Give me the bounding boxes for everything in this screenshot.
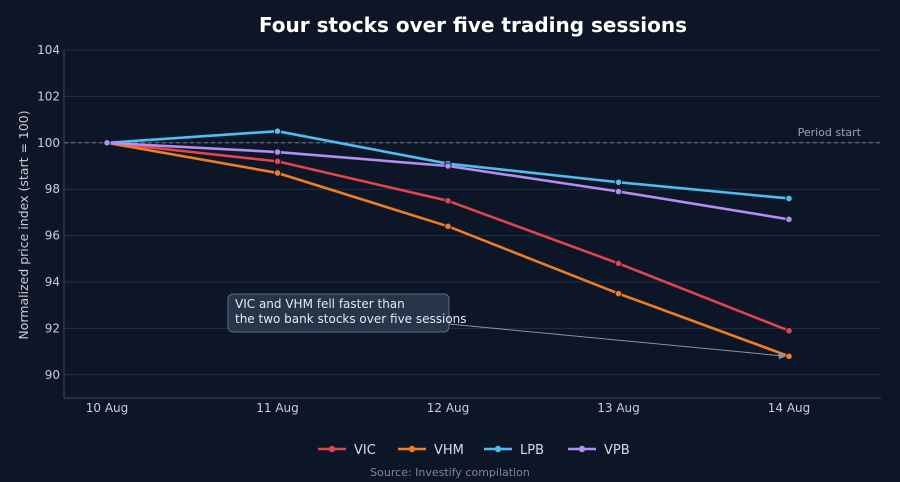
- y-tick-label-102: 102: [37, 89, 60, 103]
- data-point-lpb-4: [785, 194, 793, 203]
- x-tick-label-1: 11 Aug: [256, 401, 299, 415]
- y-tick-label-104: 104: [37, 43, 60, 57]
- data-point-vic-3: [614, 259, 623, 268]
- legend-label-vhm: VHM: [434, 443, 464, 458]
- y-tick-label-94: 94: [45, 275, 60, 289]
- annotation-text-line-0: VIC and VHM fell faster than: [235, 297, 405, 311]
- reference-line-label: Period start: [798, 126, 862, 139]
- data-point-vpb-4: [785, 215, 793, 223]
- legend-item-vpb: VPB: [568, 443, 630, 458]
- data-point-vic-2: [444, 197, 452, 205]
- y-tick-label-90: 90: [45, 368, 60, 382]
- legend-marker-lpb: [494, 445, 502, 453]
- data-point-lpb-1: [273, 127, 282, 135]
- y-tick-label-92: 92: [45, 321, 60, 335]
- data-point-vpb-0: [103, 139, 111, 147]
- legend-label-vic: VIC: [354, 443, 376, 458]
- data-point-vic-1: [273, 157, 282, 165]
- data-point-vhm-4: [785, 352, 793, 360]
- legend-marker-vic: [328, 445, 336, 453]
- chart-title: Four stocks over five trading sessions: [259, 13, 687, 37]
- legend-marker-vpb: [578, 445, 586, 453]
- series-group: [103, 127, 793, 360]
- data-point-vhm-2: [444, 222, 452, 230]
- x-tick-label-2: 12 Aug: [427, 401, 470, 415]
- x-tick-label-4: 14 Aug: [768, 401, 811, 415]
- axes: 90 92 94 96 98 100 102 104 10 Aug 11 Aug 12 Aug 13 …: [37, 43, 881, 415]
- data-point-vhm-3: [614, 289, 623, 298]
- reference-line: Period start: [64, 126, 881, 144]
- data-point-lpb-3: [614, 178, 623, 186]
- annotation-box: [227, 293, 450, 333]
- legend-item-vic: VIC: [318, 443, 376, 458]
- legend: VIC VHM LPB VPB: [318, 443, 630, 458]
- legend-item-vhm: VHM: [398, 443, 464, 458]
- x-tick-label-3: 13 Aug: [597, 401, 640, 415]
- data-point-vhm-1: [273, 169, 282, 177]
- y-tick-label-96: 96: [45, 229, 60, 243]
- legend-item-lpb: LPB: [484, 443, 544, 458]
- data-point-vpb-1: [273, 148, 282, 156]
- legend-label-lpb: LPB: [520, 443, 544, 458]
- y-axis-label: Normalized price index (start = 100): [16, 110, 31, 339]
- data-point-vic-4: [785, 327, 793, 335]
- source-note: Source: Investify compilation: [370, 466, 530, 479]
- y-tick-label-98: 98: [45, 182, 60, 196]
- series-vpb: [103, 139, 793, 223]
- legend-label-vpb: VPB: [604, 443, 630, 458]
- data-point-vpb-2: [444, 162, 452, 170]
- x-tick-label-0: 10 Aug: [86, 401, 129, 415]
- data-point-vpb-3: [614, 187, 623, 196]
- legend-marker-vhm: [408, 445, 416, 453]
- annotation-arrowhead: [778, 351, 786, 360]
- annotation-text-line-1: the two bank stocks over five sessions: [235, 312, 467, 326]
- y-tick-label-100: 100: [37, 136, 60, 150]
- annotation-arrow-line: [448, 323, 787, 357]
